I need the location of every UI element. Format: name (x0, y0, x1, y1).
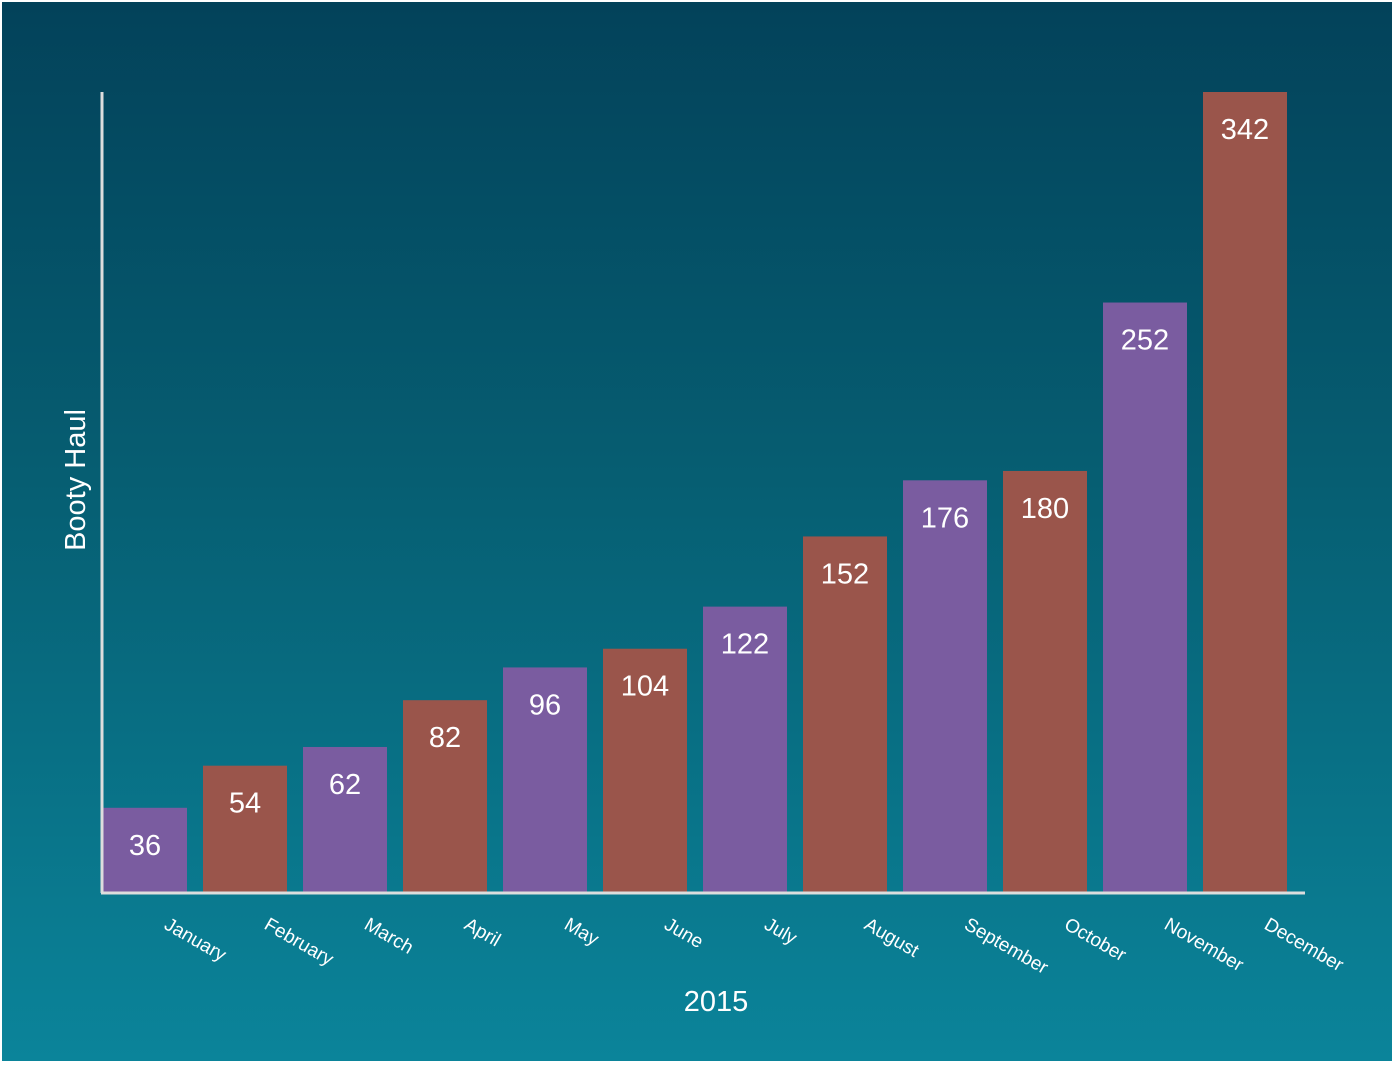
x-tick-label-july: July (761, 914, 801, 949)
x-tick-label-august: August (861, 914, 923, 962)
bar-value-label-may: 96 (529, 689, 561, 721)
bar-june (603, 648, 687, 892)
bar-february (203, 765, 287, 892)
bar-labels-group: 36 54 62 82 96 104 122 152 176 180 252 342 (129, 114, 1269, 862)
bar-january (103, 807, 187, 892)
x-tick-label-april: April (461, 914, 504, 951)
x-tick-label-february: February (261, 914, 338, 970)
bar-september (903, 480, 987, 892)
bar-value-label-march: 62 (329, 769, 361, 801)
bar-value-label-july: 122 (721, 629, 769, 661)
bar-value-label-june: 104 (621, 671, 669, 703)
bar-july (703, 606, 787, 892)
y-axis-title: Booty Haul (60, 409, 92, 551)
x-tick-label-december: December (1261, 914, 1348, 976)
bar-march (303, 746, 387, 892)
x-tick-label-november: November (1161, 914, 1248, 976)
bar-april (403, 700, 487, 892)
bar-value-label-november: 252 (1121, 325, 1169, 357)
bar-value-label-september: 176 (921, 502, 969, 534)
bar-value-label-february: 54 (229, 788, 261, 820)
bar-value-label-january: 36 (129, 830, 161, 862)
bars-group (103, 92, 1287, 892)
x-tick-label-june: June (661, 914, 707, 953)
bar-value-label-december: 342 (1221, 114, 1269, 146)
bar-november (1103, 302, 1187, 892)
x-tick-labels-group: January February March April May June July Augu… (161, 914, 1348, 979)
bar-august (803, 536, 887, 892)
bar-value-label-august: 152 (821, 558, 869, 590)
bar-may (503, 667, 587, 892)
x-tick-label-may: May (561, 914, 603, 950)
bar-october (1003, 470, 1087, 892)
bar-december (1203, 92, 1287, 892)
bar-value-label-october: 180 (1021, 493, 1069, 525)
x-axis-title: 2015 (684, 986, 749, 1018)
bar-value-label-april: 82 (429, 722, 461, 754)
x-tick-label-january: January (161, 914, 230, 966)
x-tick-label-october: October (1061, 914, 1131, 966)
x-tick-label-september: September (961, 914, 1053, 979)
x-tick-label-march: March (361, 914, 417, 959)
